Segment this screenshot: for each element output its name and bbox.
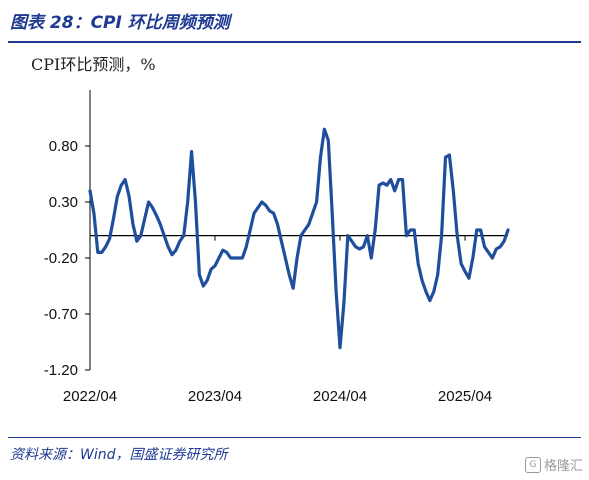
y-tick-label: -0.70: [44, 306, 78, 323]
x-tick-label: 2022/04: [63, 388, 117, 405]
y-tick-labels: 0.80 0.30 -0.20 -0.70 -1.20: [44, 138, 78, 379]
source-note: 资料来源：Wind，国盛证券研究所: [10, 447, 228, 463]
chart-axes: [85, 90, 508, 371]
y-axis-label: CPI环比预测，%: [31, 55, 156, 74]
y-tick-label: 0.30: [49, 194, 78, 211]
series-layer: [88, 127, 510, 350]
y-tick-label: -1.20: [44, 362, 78, 379]
cpi-line-chart: 0.800.30-0.20-0.70-1.20 2022/04 2023/04 20…: [44, 90, 510, 405]
figure-title: 图表 28：CPI 环比周频预测: [10, 13, 230, 33]
watermark-text: 格隆汇: [543, 459, 583, 474]
footer-divider: [8, 437, 581, 438]
title-divider: [8, 41, 581, 43]
watermark: G 格隆汇: [524, 455, 583, 474]
y-tick-label: -0.20: [44, 250, 78, 267]
x-tick-label: 2024/04: [313, 388, 367, 405]
x-tick-label: 2025/04: [438, 388, 492, 405]
x-tick-label: 2023/04: [188, 388, 242, 405]
watermark-logo-icon: G: [524, 456, 541, 473]
cpi-forecast-series-line: [88, 127, 510, 350]
x-tick-labels: 2022/04 2023/04 2024/04 2025/04: [63, 388, 492, 405]
y-tick-label: 0.80: [49, 138, 78, 155]
